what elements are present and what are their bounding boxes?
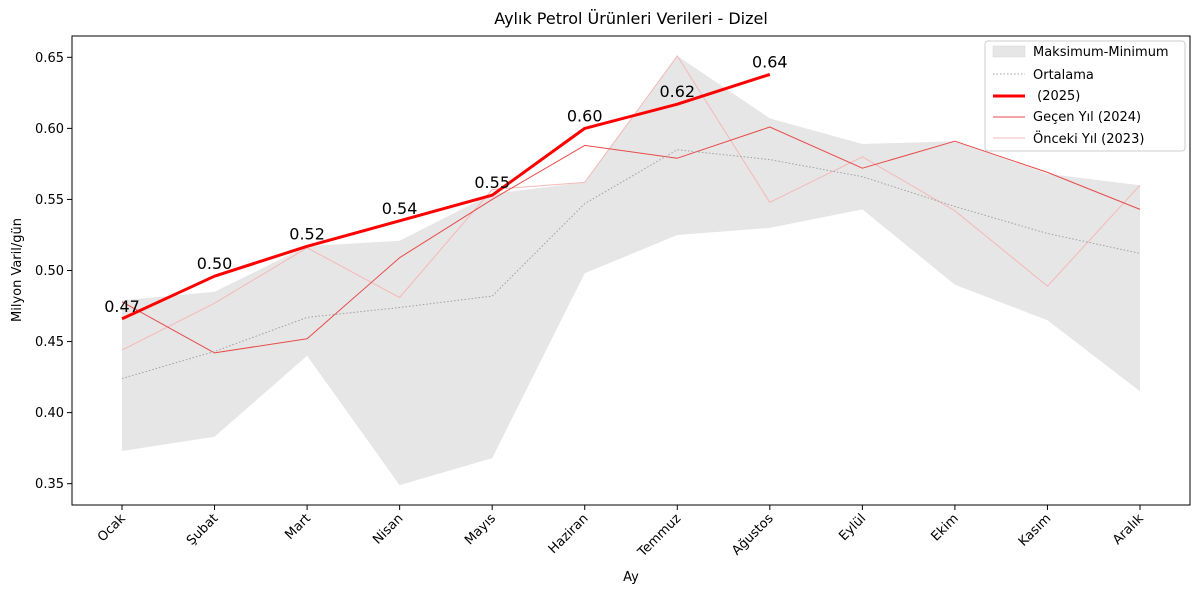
legend-swatch-band (992, 45, 1026, 58)
data-label: 0.64 (752, 52, 788, 71)
x-tick-label: Ağustos (729, 511, 777, 559)
data-label: 0.50 (197, 254, 233, 273)
data-label: 0.54 (382, 199, 418, 218)
x-tick-label: Şubat (184, 511, 221, 548)
x-tick-label: Nisan (370, 511, 406, 547)
legend-box (984, 40, 1186, 152)
data-label: 0.55 (474, 173, 510, 192)
series-line-2025 (121, 72, 771, 321)
y-tick-label: 0.60 (35, 122, 64, 137)
x-tick-label: Haziran (546, 511, 592, 557)
series-line-geçen-yıl-2024 (121, 126, 1141, 354)
band-max-min (122, 55, 1140, 486)
x-tick-label: Ekim (928, 511, 961, 544)
x-tick-label: Aralık (1110, 511, 1147, 548)
x-tick-label: Ocak (95, 511, 129, 545)
data-label: 0.60 (567, 106, 603, 125)
chart-title: Aylık Petrol Ürünleri Verileri - Dizel (494, 9, 768, 28)
legend-label-ortalama: Ortalama (1033, 68, 1094, 83)
data-label: 0.62 (659, 82, 695, 101)
x-tick-label: Temmuz (635, 511, 685, 561)
y-axis-label: Milyon Varil/gün (10, 218, 25, 322)
legend-label-2025: (2025) (1033, 89, 1080, 104)
x-tick-label: Kasım (1016, 511, 1054, 549)
y-tick-label: 0.40 (35, 406, 64, 421)
data-label: 0.47 (104, 297, 140, 316)
series-line-ortalama (121, 149, 1141, 379)
y-tick-label: 0.65 (35, 51, 64, 66)
y-tick-label: 0.45 (35, 335, 64, 350)
x-tick-label: Mayıs (462, 511, 499, 548)
legend-label-2024: Geçen Yıl (2024) (1033, 110, 1141, 125)
series-line-önceki-yıl-2023 (121, 55, 1141, 351)
x-tick-label: Mart (282, 511, 314, 543)
legend-label-2023: Önceki Yıl (2023) (1033, 130, 1144, 147)
x-tick-label: Eylül (836, 511, 869, 544)
y-tick-label: 0.55 (35, 193, 64, 208)
legend: Maksimum-Minimum Ortalama (2025) Geçen Y… (984, 40, 1186, 152)
x-axis-label: Ay (623, 570, 639, 585)
data-label: 0.52 (289, 224, 325, 243)
legend-label-band: Maksimum-Minimum (1033, 45, 1169, 60)
y-tick-label: 0.50 (35, 264, 64, 279)
y-tick-label: 0.35 (35, 477, 64, 492)
